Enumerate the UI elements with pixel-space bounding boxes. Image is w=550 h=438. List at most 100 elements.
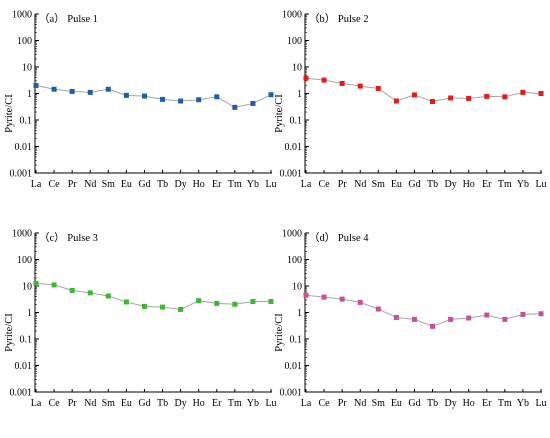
- data-point: [375, 85, 381, 91]
- data-point: [321, 294, 327, 300]
- data-point: [178, 98, 184, 104]
- y-tick-label: 0.1: [20, 335, 33, 346]
- x-tick-label: Lu: [265, 179, 276, 190]
- data-point: [141, 303, 147, 309]
- panel-title: （b） Pulse 2: [309, 13, 369, 25]
- data-point: [196, 298, 202, 304]
- y-tick-label: 10: [292, 63, 302, 74]
- x-tick-label: Sm: [102, 179, 116, 190]
- x-tick-label: Yb: [247, 179, 259, 190]
- panel-b: 0.001 0.01 0.1 1 10 100 1000 La Ce Pr Nd Sm Eu Gd Tb Dy…: [274, 10, 547, 191]
- data-point: [430, 323, 436, 329]
- y-axis-label: Pyrite/CI: [274, 94, 285, 133]
- y-axis-label: Pyrite/CI: [4, 94, 15, 133]
- data-point: [232, 104, 238, 110]
- data-point: [448, 316, 454, 322]
- data-point: [484, 93, 490, 99]
- x-tick-label: La: [31, 179, 42, 190]
- x-tick-label: Dy: [444, 179, 456, 190]
- x-tick-label: Nd: [354, 398, 366, 409]
- data-point: [250, 299, 256, 305]
- panel-title: （c） Pulse 3: [39, 232, 98, 244]
- data-point: [214, 94, 220, 100]
- x-tick-label: Lu: [535, 398, 546, 409]
- data-point: [268, 299, 274, 305]
- data-point: [268, 92, 274, 98]
- y-tick-label: 1000: [282, 10, 302, 21]
- x-tick-label: Gd: [138, 398, 150, 409]
- series-line: [305, 77, 542, 103]
- x-tick-label: Eu: [391, 179, 402, 190]
- x-tick-label: Tm: [228, 398, 242, 409]
- x-tick-label: Tm: [498, 398, 512, 409]
- data-point: [357, 299, 363, 305]
- y-tick-label: 1000: [12, 10, 32, 21]
- data-point: [51, 86, 57, 92]
- x-tick-label: Gd: [408, 179, 420, 190]
- x-tick-label: Tm: [228, 179, 242, 190]
- y-tick-label: 0.001: [280, 388, 303, 399]
- y-tick-label: 1: [27, 89, 32, 100]
- x-tick-label: Ce: [49, 179, 61, 190]
- y-tick-label: 1000: [282, 229, 302, 240]
- data-point: [502, 94, 508, 100]
- data-point: [466, 315, 472, 321]
- series-line: [35, 282, 271, 311]
- x-tick-label: Gd: [138, 179, 150, 190]
- data-point: [393, 98, 399, 104]
- data-point: [357, 83, 363, 89]
- x-tick-label: Pr: [68, 398, 78, 409]
- x-tick-label: Tm: [498, 179, 512, 190]
- y-tick-label: 0.1: [20, 116, 33, 127]
- x-tick-label: Gd: [408, 398, 420, 409]
- y-tick-label: 10: [22, 282, 32, 293]
- y-tick-label: 0.1: [290, 116, 303, 127]
- x-tick-label: Sm: [102, 398, 116, 409]
- data-point: [430, 98, 436, 104]
- y-axis-label: Pyrite/CI: [274, 313, 285, 352]
- x-tick-label: Tb: [157, 179, 168, 190]
- x-tick-label: Tb: [157, 398, 168, 409]
- x-tick-label: Ho: [463, 179, 475, 190]
- y-tick-label: 100: [287, 255, 302, 266]
- data-point: [375, 306, 381, 312]
- panel-title: （d） Pulse 4: [309, 232, 369, 244]
- x-tick-label: Ho: [463, 398, 475, 409]
- x-tick-label: Lu: [265, 398, 276, 409]
- data-point: [196, 97, 202, 103]
- x-tick-label: La: [301, 179, 312, 190]
- data-point: [123, 299, 129, 305]
- y-tick-label: 0.001: [280, 169, 303, 180]
- x-tick-label: Pr: [338, 398, 348, 409]
- panel-a: 0.001 0.01 0.1 1 10 100 1000 La Ce Pr Nd Sm Eu Gd Tb Dy…: [4, 10, 277, 191]
- y-tick-label: 0.01: [285, 361, 303, 372]
- data-point: [51, 282, 57, 288]
- data-point: [214, 300, 220, 306]
- y-tick-label: 0.01: [285, 142, 303, 153]
- data-point: [339, 296, 345, 302]
- x-tick-label: Nd: [84, 398, 96, 409]
- y-tick-label: 100: [17, 255, 32, 266]
- x-tick-label: Ce: [319, 398, 331, 409]
- data-point: [303, 75, 309, 81]
- data-point: [232, 301, 238, 307]
- x-tick-label: Yb: [517, 398, 529, 409]
- x-tick-label: Dy: [444, 398, 456, 409]
- y-tick-label: 0.001: [10, 169, 33, 180]
- y-tick-label: 10: [22, 63, 32, 74]
- x-tick-label: Pr: [68, 179, 78, 190]
- x-tick-label: Dy: [174, 398, 186, 409]
- x-tick-label: La: [301, 398, 312, 409]
- x-tick-label: Tb: [427, 179, 438, 190]
- data-point: [105, 293, 111, 299]
- x-tick-label: Nd: [354, 179, 366, 190]
- y-tick-label: 1000: [12, 229, 32, 240]
- x-tick-label: La: [31, 398, 42, 409]
- x-tick-label: Sm: [372, 398, 386, 409]
- x-tick-label: Lu: [535, 179, 546, 190]
- y-tick-label: 10: [292, 282, 302, 293]
- data-point: [538, 91, 544, 96]
- x-tick-label: Eu: [121, 179, 132, 190]
- x-tick-label: Er: [482, 179, 492, 190]
